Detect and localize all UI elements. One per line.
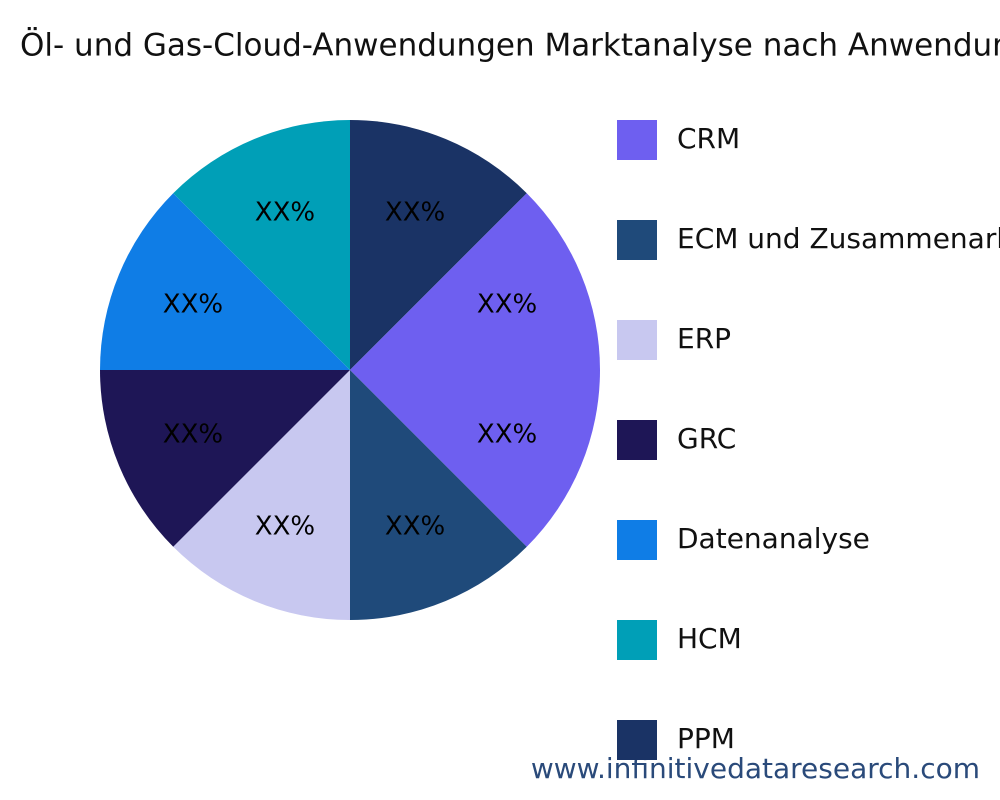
slice-label: XX% bbox=[385, 197, 445, 227]
legend-label: CRM bbox=[677, 122, 740, 155]
legend-label: PPM bbox=[677, 722, 735, 755]
pie-slice bbox=[173, 370, 350, 620]
pie-slice bbox=[100, 370, 350, 547]
slice-label: XX% bbox=[255, 512, 315, 542]
slice-label: XX% bbox=[255, 197, 315, 227]
legend-swatch bbox=[617, 320, 657, 360]
legend-swatch bbox=[617, 420, 657, 460]
legend-label: ERP bbox=[677, 322, 731, 355]
pie-slice bbox=[350, 370, 527, 620]
legend-swatch bbox=[617, 520, 657, 560]
pie-slice bbox=[173, 120, 350, 370]
chart-title: Öl- und Gas-Cloud-Anwendungen Marktanaly… bbox=[20, 27, 1000, 64]
legend-label: GRC bbox=[677, 422, 736, 455]
slice-label: XX% bbox=[385, 512, 445, 542]
slice-label: XX% bbox=[477, 420, 537, 450]
slice-label: XX% bbox=[163, 289, 223, 319]
slice-label: XX% bbox=[477, 289, 537, 319]
legend-label: Datenanalyse bbox=[677, 522, 870, 555]
pie-slice bbox=[350, 193, 600, 370]
legend-swatch bbox=[617, 720, 657, 760]
legend-label: ECM und Zusammenarbeit bbox=[677, 222, 1000, 255]
pie-slice bbox=[350, 370, 600, 547]
legend-swatch bbox=[617, 220, 657, 260]
pie-slice bbox=[100, 193, 350, 370]
legend-label: HCM bbox=[677, 622, 742, 655]
pie-slice bbox=[350, 120, 527, 370]
slice-label: XX% bbox=[163, 420, 223, 450]
source: www.infinitivedataresearch.com bbox=[531, 752, 980, 785]
legend-swatch bbox=[617, 620, 657, 660]
legend-swatch bbox=[617, 120, 657, 160]
